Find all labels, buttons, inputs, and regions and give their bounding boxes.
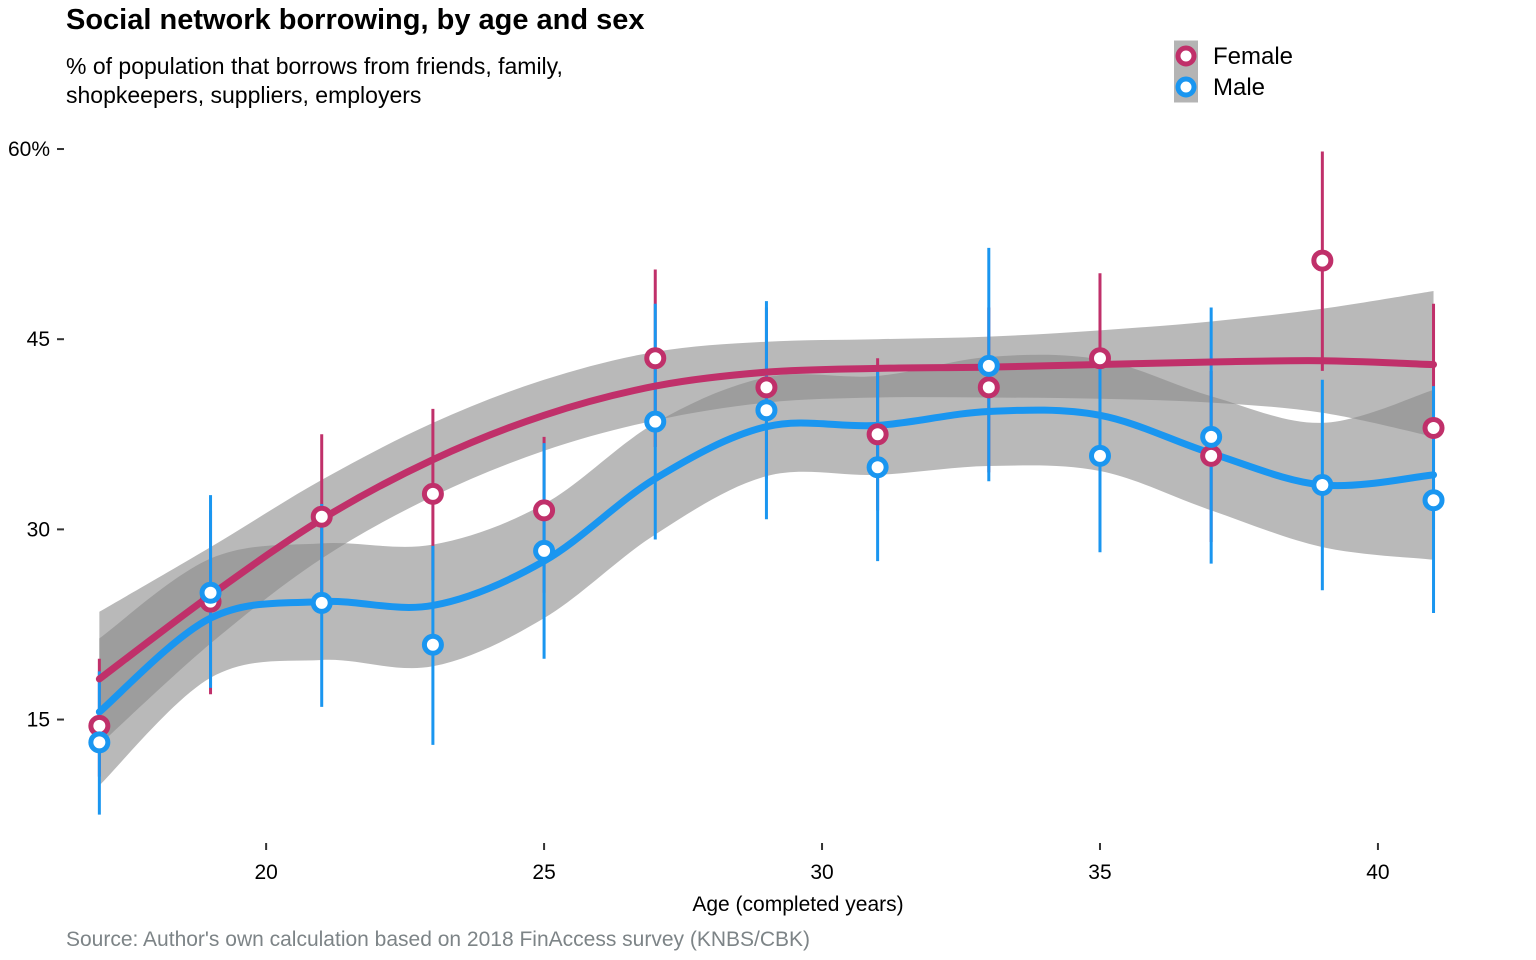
- male-point: [1311, 474, 1334, 496]
- male-point: [866, 456, 889, 479]
- female-legend-label: Female: [1213, 43, 1293, 70]
- male-point: [421, 633, 444, 656]
- x-tick-label: 40: [1366, 861, 1389, 884]
- legend: Female Male: [1174, 40, 1293, 103]
- x-axis: 20 25 30 35 40: [254, 843, 1390, 884]
- y-axis: 15 30 45 60%: [8, 138, 64, 732]
- x-tick-label: 30: [810, 861, 833, 884]
- y-tick-label: 30: [27, 518, 50, 541]
- male-point: [310, 591, 333, 614]
- female-point: [421, 482, 444, 505]
- female-point: [1200, 444, 1223, 467]
- female-point: [533, 499, 556, 522]
- male-point: [1422, 489, 1445, 512]
- x-tick-label: 20: [254, 861, 277, 884]
- male-point: [644, 410, 667, 433]
- female-point: [1311, 249, 1334, 272]
- y-tick-label: 15: [27, 709, 50, 732]
- male-point: [199, 581, 222, 604]
- male-point: [755, 399, 778, 422]
- female-point: [866, 423, 889, 446]
- male-legend-key: [1175, 76, 1197, 98]
- female-legend-key: [1175, 45, 1197, 67]
- chart-title: Social network borrowing, by age and sex: [66, 4, 645, 36]
- x-tick-label: 35: [1088, 861, 1111, 884]
- source-caption: Source: Author's own calculation based o…: [66, 928, 811, 951]
- y-tick-label: 45: [27, 328, 50, 351]
- female-point: [310, 505, 333, 528]
- subtitle-line-2: shopkeepers, suppliers, employers: [66, 82, 422, 108]
- male-point: [977, 354, 1000, 377]
- female-point: [1422, 416, 1445, 439]
- x-axis-title: Age (completed years): [692, 893, 903, 916]
- male-legend-label: Male: [1213, 74, 1265, 101]
- female-point: [977, 376, 1000, 399]
- female-point: [755, 376, 778, 399]
- female-point: [1088, 347, 1111, 370]
- chart-subtitle: % of population that borrows from friend…: [66, 52, 563, 110]
- female-point: [644, 347, 667, 370]
- male-point: [1088, 444, 1111, 467]
- male-point: [1200, 425, 1223, 448]
- subtitle-line-1: % of population that borrows from friend…: [66, 53, 563, 79]
- y-tick-label: 60%: [8, 138, 50, 161]
- male-point: [533, 539, 556, 562]
- male-point: [88, 731, 111, 754]
- x-tick-label: 25: [532, 861, 555, 884]
- data-points: [88, 249, 1445, 754]
